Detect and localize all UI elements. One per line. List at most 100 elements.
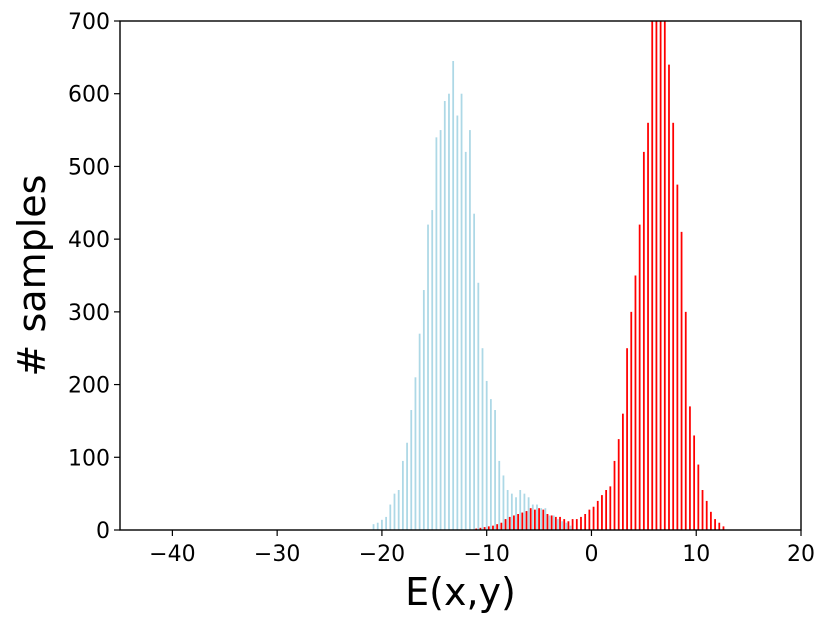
- y-tick-label: 700: [68, 10, 110, 35]
- histogram-bar: [510, 493, 513, 530]
- histogram-bar: [544, 508, 547, 530]
- histogram-bar: [714, 519, 716, 530]
- histogram-bar: [525, 511, 528, 530]
- histogram-bar: [508, 516, 511, 530]
- histogram-bar: [659, 21, 662, 530]
- histogram-bar: [710, 511, 712, 530]
- histogram-bar: [634, 275, 637, 530]
- histogram-bar: [550, 515, 553, 530]
- histogram-bar: [496, 524, 499, 530]
- histogram-bar: [672, 122, 675, 531]
- x-tick-label: 0: [584, 542, 598, 567]
- y-tick-label: 0: [96, 519, 110, 544]
- histogram-bar: [397, 490, 400, 530]
- histogram-bar: [569, 525, 572, 530]
- histogram-bar: [546, 514, 549, 530]
- histogram-bar: [617, 439, 620, 530]
- histogram-bar: [668, 64, 670, 530]
- histogram-bar: [601, 495, 603, 530]
- histogram-bar: [481, 348, 484, 530]
- histogram-bar: [469, 130, 471, 530]
- histogram-bar: [456, 115, 459, 530]
- histogram-bar: [722, 526, 725, 530]
- y-tick-label: 400: [68, 228, 110, 253]
- bars-group: [372, 21, 725, 531]
- histogram-bar: [406, 442, 408, 530]
- histogram-bar: [565, 522, 568, 530]
- histogram-bar: [689, 406, 691, 530]
- histogram-bar: [418, 333, 421, 530]
- histogram-bar: [473, 213, 476, 530]
- plot-frame: [119, 20, 802, 531]
- histogram-bar: [439, 130, 442, 530]
- histogram-bar: [536, 504, 538, 530]
- histogram-bar: [676, 184, 679, 531]
- histogram-bar: [513, 515, 515, 530]
- histogram-bar: [381, 519, 383, 530]
- x-tick-label: −30: [254, 542, 300, 567]
- histogram-bar: [485, 380, 488, 530]
- histogram-bar: [506, 490, 509, 530]
- histogram-bar: [498, 460, 501, 530]
- histogram-bar: [487, 526, 490, 530]
- histogram-bar: [718, 522, 721, 530]
- histogram-bar: [651, 21, 654, 530]
- x-axis-ticks: −40 −30 −20 −10 0 10 20: [149, 530, 815, 567]
- histogram-bar: [521, 512, 524, 530]
- histogram-bar: [663, 21, 666, 530]
- histogram-bar: [559, 516, 561, 530]
- histogram-bar: [584, 514, 587, 530]
- histogram-bar: [494, 410, 496, 530]
- histogram-bar: [452, 60, 455, 531]
- histogram-bar: [502, 475, 505, 530]
- histogram-bar: [389, 504, 392, 530]
- histogram-bar: [492, 525, 494, 530]
- histogram-bar: [538, 508, 540, 530]
- histogram-bar: [647, 122, 649, 531]
- histogram-bar: [684, 311, 687, 530]
- histogram-bar: [414, 377, 417, 530]
- histogram-bar: [630, 311, 633, 530]
- x-tick-label: 10: [682, 542, 710, 567]
- histogram-bar: [596, 500, 599, 530]
- histogram-bar: [504, 519, 507, 530]
- histogram-bar: [448, 93, 450, 531]
- histogram-bar: [575, 519, 578, 530]
- histogram-bar: [376, 522, 379, 530]
- histogram-bar: [517, 514, 520, 530]
- histogram-bar: [385, 516, 387, 530]
- histogram-bar: [638, 224, 641, 530]
- y-tick-label: 500: [68, 155, 110, 180]
- y-axis-title: # samples: [10, 175, 54, 377]
- histogram-bar: [548, 515, 551, 530]
- histogram-bar: [372, 524, 375, 530]
- histogram-bar: [701, 490, 704, 530]
- histogram-bar: [680, 231, 683, 530]
- histogram-bar: [500, 522, 503, 530]
- histogram-bar: [626, 348, 628, 530]
- histogram-bar: [443, 100, 446, 531]
- histogram-bar: [515, 497, 517, 530]
- x-tick-label: −10: [463, 542, 509, 567]
- histogram-bar: [475, 528, 478, 530]
- histogram-bar: [435, 137, 438, 530]
- x-tick-label: 20: [787, 542, 815, 567]
- histogram-bar: [542, 509, 545, 530]
- histogram-bar: [410, 410, 413, 530]
- histogram-bar: [642, 151, 645, 530]
- histogram-bar: [464, 151, 467, 530]
- histogram-bar: [479, 527, 482, 530]
- histogram-bar: [519, 490, 522, 530]
- histogram-bar: [529, 508, 532, 530]
- histogram-bar: [477, 282, 480, 530]
- histogram-bar: [580, 516, 582, 530]
- histogram-bar: [540, 508, 543, 530]
- histogram-bar: [592, 506, 595, 530]
- x-tick-label: −40: [149, 542, 195, 567]
- histogram-bar: [531, 504, 534, 530]
- histogram-bar: [483, 527, 486, 530]
- histogram-bar: [613, 460, 616, 530]
- y-axis-ticks: 0 100 200 300 400 500 600 700: [68, 10, 120, 544]
- histogram-bar: [489, 399, 492, 530]
